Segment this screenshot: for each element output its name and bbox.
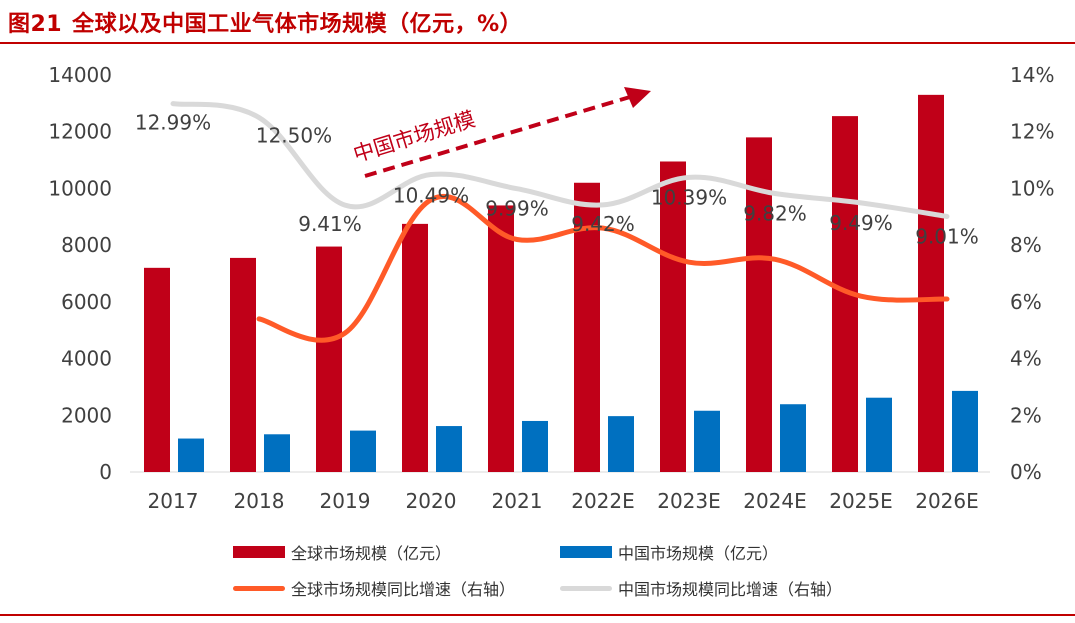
bar-global-2018 (230, 257, 256, 472)
x-tick-2023E: 2023E (657, 489, 721, 513)
figure-title-text: 全球以及中国工业气体市场规模（亿元，%） (72, 12, 523, 37)
bar-global-2026E (918, 94, 944, 472)
y-right-tick-4%: 4% (1010, 347, 1042, 371)
bar-china-2024E (780, 404, 806, 472)
data-label-2025E: 9.49% (829, 211, 893, 235)
top-divider (0, 42, 1075, 44)
y-right-tick-10%: 10% (1010, 176, 1054, 200)
data-label-2019: 9.41% (298, 212, 362, 236)
legend-swatch-gray-line (560, 585, 612, 591)
y-left-tick-2000: 2000 (61, 403, 112, 427)
bar-china-2018 (264, 434, 290, 472)
legend-item-global-size: 全球市场规模（亿元） (233, 540, 451, 564)
legend-item-china-size: 中国市场规模（亿元） (560, 540, 778, 564)
y-left-tick-10000: 10000 (48, 176, 112, 200)
legend-label: 全球市场规模同比增速（右轴） (291, 580, 516, 599)
data-label-2024E: 9.82% (743, 202, 807, 226)
y-right-tick-14%: 14% (1010, 63, 1054, 87)
data-label-2021: 9.99% (485, 197, 549, 221)
bar-global-2021 (488, 205, 514, 472)
bar-global-2020 (402, 223, 428, 472)
bar-china-2017 (178, 438, 204, 472)
legend-item-global-growth: 全球市场规模同比增速（右轴） (233, 576, 515, 600)
bars-layer (144, 94, 978, 472)
y-left-tick-6000: 6000 (61, 290, 112, 314)
x-tick-2026E: 2026E (915, 489, 979, 513)
legend-swatch-blue-bar (560, 546, 612, 558)
bar-global-2019 (316, 246, 342, 472)
x-tick-2017: 2017 (148, 489, 199, 513)
bar-global-2017 (144, 267, 170, 472)
legend-label: 中国市场规模同比增速（右轴） (618, 580, 843, 599)
data-label-2018: 12.50% (256, 124, 332, 148)
x-tick-2025E: 2025E (829, 489, 893, 513)
x-tick-2022E: 2022E (571, 489, 635, 513)
data-label-2020: 10.49% (393, 184, 469, 208)
bar-china-2026E (952, 390, 978, 472)
x-tick-2019: 2019 (320, 489, 371, 513)
bar-china-2023E (694, 410, 720, 472)
line-global-growth (256, 194, 950, 343)
bar-china-2019 (350, 430, 376, 472)
x-tick-2021: 2021 (492, 489, 543, 513)
y-right-tick-0%: 0% (1010, 460, 1042, 484)
y-left-tick-4000: 4000 (61, 347, 112, 371)
x-tick-2024E: 2024E (743, 489, 807, 513)
annotation-text: 中国市场规模 (350, 107, 478, 167)
legend-swatch-orange-line (233, 585, 285, 591)
bar-china-2025E (866, 397, 892, 472)
y-left-tick-8000: 8000 (61, 233, 112, 257)
legend-label: 中国市场规模（亿元） (618, 544, 779, 563)
y-left-tick-14000: 14000 (48, 63, 112, 87)
y-right-tick-12%: 12% (1010, 120, 1054, 144)
bar-global-2023E (660, 161, 686, 472)
x-tick-2018: 2018 (234, 489, 285, 513)
legend-swatch-red-bar (233, 546, 285, 558)
bottom-divider (0, 614, 1075, 616)
figure-number: 图21 (8, 12, 63, 37)
y-right-tick-2%: 2% (1010, 403, 1042, 427)
y-left-tick-0: 0 (99, 460, 112, 484)
axis-ticks-layer: 0 2000 4000 6000 8000 10000 12000 14000 0% 2% 4% 6%… (48, 63, 1054, 513)
data-label-2017: 12.99% (135, 111, 211, 135)
data-label-2026E: 9.01% (915, 225, 979, 249)
annotation-arrow: 中国市场规模 (350, 87, 651, 178)
x-tick-2020: 2020 (406, 489, 457, 513)
data-labels-layer: 12.99% 12.50% 9.41% 10.49% 9.99% 9.42% 10.39% 9… (135, 111, 979, 249)
y-left-tick-12000: 12000 (48, 120, 112, 144)
chart-title: 图21 全球以及中国工业气体市场规模（亿元，%） (8, 6, 522, 38)
data-label-2022E: 9.42% (571, 212, 635, 236)
legend-item-china-growth: 中国市场规模同比增速（右轴） (560, 576, 842, 600)
line-china-growth (170, 101, 950, 220)
bar-china-2020 (436, 426, 462, 472)
bar-china-2022E (608, 416, 634, 472)
data-label-2023E: 10.39% (651, 185, 727, 209)
lines-layer (170, 101, 950, 343)
bar-china-2021 (522, 420, 548, 472)
y-right-tick-8%: 8% (1010, 233, 1042, 257)
y-right-tick-6%: 6% (1010, 290, 1042, 314)
legend-label: 全球市场规模（亿元） (291, 544, 452, 563)
